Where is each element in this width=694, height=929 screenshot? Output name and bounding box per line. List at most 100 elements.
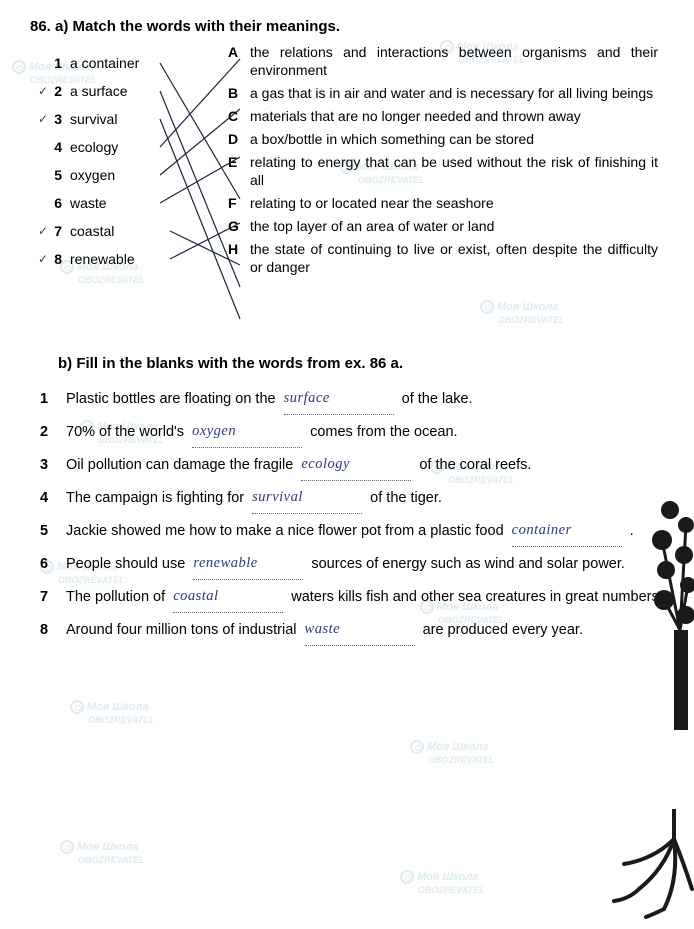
answer-blank[interactable]: oxygen (192, 417, 302, 448)
fill-blank-list: 1Plastic bottles are floating on the sur… (30, 384, 664, 646)
definition-letter: D (228, 130, 250, 148)
fill-number: 6 (40, 549, 66, 579)
definition-text: materials that are no longer needed and … (250, 107, 658, 125)
part-b-heading: b) Fill in the blanks with the words fro… (58, 355, 664, 372)
fill-number: 8 (40, 615, 66, 645)
word-item: ✓3survival (38, 105, 178, 133)
watermark: Моя ШколаOBOZREVATEL (70, 700, 155, 726)
word-item: 5oxygen (38, 161, 178, 189)
word-label: oxygen (70, 167, 178, 183)
tree-icon (614, 470, 694, 730)
fill-number: 2 (40, 417, 66, 447)
fill-number: 7 (40, 582, 66, 612)
fill-item: 7The pollution of coastal waters kills f… (40, 582, 664, 613)
handwritten-answer: oxygen (192, 423, 236, 439)
handwritten-answer: ecology (301, 456, 350, 472)
definition-list: Athe relations and interactions between … (228, 43, 658, 281)
word-label: renewable (70, 251, 178, 267)
word-number: 2 (52, 83, 70, 99)
fill-item: 4The campaign is fighting for survival o… (40, 483, 664, 514)
watermark: Моя ШколаOBOZREVATEL (60, 840, 145, 866)
word-number: 8 (52, 251, 70, 267)
definition-item: Da box/bottle in which something can be … (228, 130, 658, 148)
fill-text: The pollution of coastal waters kills fi… (66, 582, 664, 613)
matching-area: 1a container✓2a surface✓3survival4ecolog… (30, 49, 664, 349)
fill-item: 6People should use renewable sources of … (40, 549, 664, 580)
word-item: 4ecology (38, 133, 178, 161)
fill-text: 70% of the world's oxygen comes from the… (66, 417, 664, 448)
word-item: ✓2a surface (38, 77, 178, 105)
handwritten-answer: coastal (173, 588, 218, 604)
handwritten-answer: waste (305, 621, 341, 637)
handwritten-answer: surface (284, 390, 330, 406)
definition-letter: A (228, 43, 250, 79)
word-label: survival (70, 111, 178, 127)
definition-item: Hthe state of continuing to live or exis… (228, 240, 658, 276)
fill-number: 1 (40, 384, 66, 414)
handwritten-answer: container (512, 522, 572, 538)
answer-blank[interactable]: renewable (193, 549, 303, 580)
fill-text: Jackie showed me how to make a nice flow… (66, 516, 664, 547)
definition-item: Gthe top layer of an area of water or la… (228, 217, 658, 235)
word-number: 1 (52, 55, 70, 71)
definition-text: relating to energy that can be used with… (250, 153, 658, 189)
fill-item: 8Around four million tons of industrial … (40, 615, 664, 646)
definition-item: Erelating to energy that can be used wit… (228, 153, 658, 189)
answer-blank[interactable]: coastal (173, 582, 283, 613)
watermark: Моя ШколаOBOZREVATEL (410, 740, 495, 766)
definition-item: Athe relations and interactions between … (228, 43, 658, 79)
fill-number: 3 (40, 450, 66, 480)
exercise-number: 86. (30, 18, 51, 35)
checkmark: ✓ (38, 112, 52, 126)
definition-text: the relations and interactions between o… (250, 43, 658, 79)
definition-text: the state of continuing to live or exist… (250, 240, 658, 276)
fill-text: Plastic bottles are floating on the surf… (66, 384, 664, 415)
word-number: 5 (52, 167, 70, 183)
checkmark: ✓ (38, 84, 52, 98)
word-label: a container (70, 55, 178, 71)
word-item: 6waste (38, 189, 178, 217)
answer-blank[interactable]: waste (305, 615, 415, 646)
checkmark: ✓ (38, 252, 52, 266)
definition-letter: B (228, 84, 250, 102)
definition-letter: E (228, 153, 250, 189)
answer-blank[interactable]: surface (284, 384, 394, 415)
word-label: a surface (70, 83, 178, 99)
definition-text: a box/bottle in which something can be s… (250, 130, 658, 148)
word-number: 3 (52, 111, 70, 127)
word-label: waste (70, 195, 178, 211)
exercise-title: 86. a) Match the words with their meanin… (30, 18, 664, 35)
definition-letter: C (228, 107, 250, 125)
answer-blank[interactable]: survival (252, 483, 362, 514)
word-number: 6 (52, 195, 70, 211)
fill-text: Around four million tons of industrial w… (66, 615, 664, 646)
checkmark: ✓ (38, 224, 52, 238)
word-number: 7 (52, 223, 70, 239)
definition-item: Frelating to or located near the seashor… (228, 194, 658, 212)
definition-letter: H (228, 240, 250, 276)
fill-item: 270% of the world's oxygen comes from th… (40, 417, 664, 448)
definition-letter: F (228, 194, 250, 212)
fill-item: 5Jackie showed me how to make a nice flo… (40, 516, 664, 547)
word-item: ✓7coastal (38, 217, 178, 245)
fill-item: 3Oil pollution can damage the fragile ec… (40, 450, 664, 481)
fill-text: Oil pollution can damage the fragile eco… (66, 450, 664, 481)
word-number: 4 (52, 139, 70, 155)
part-a-heading: a) Match the words with their meanings. (55, 18, 340, 35)
fill-text: People should use renewable sources of e… (66, 549, 664, 580)
word-label: coastal (70, 223, 178, 239)
word-item: ✓8renewable (38, 245, 178, 273)
answer-blank[interactable]: ecology (301, 450, 411, 481)
fill-number: 4 (40, 483, 66, 513)
word-item: 1a container (38, 49, 178, 77)
definition-item: Cmaterials that are no longer needed and… (228, 107, 658, 125)
roots-icon (604, 809, 694, 919)
answer-blank[interactable]: container (512, 516, 622, 547)
word-label: ecology (70, 139, 178, 155)
fill-number: 5 (40, 516, 66, 546)
worksheet-content: 86. a) Match the words with their meanin… (0, 0, 694, 646)
watermark: Моя ШколаOBOZREVATEL (400, 870, 485, 896)
word-list: 1a container✓2a surface✓3survival4ecolog… (38, 49, 178, 273)
definition-text: a gas that is in air and water and is ne… (250, 84, 658, 102)
definition-letter: G (228, 217, 250, 235)
